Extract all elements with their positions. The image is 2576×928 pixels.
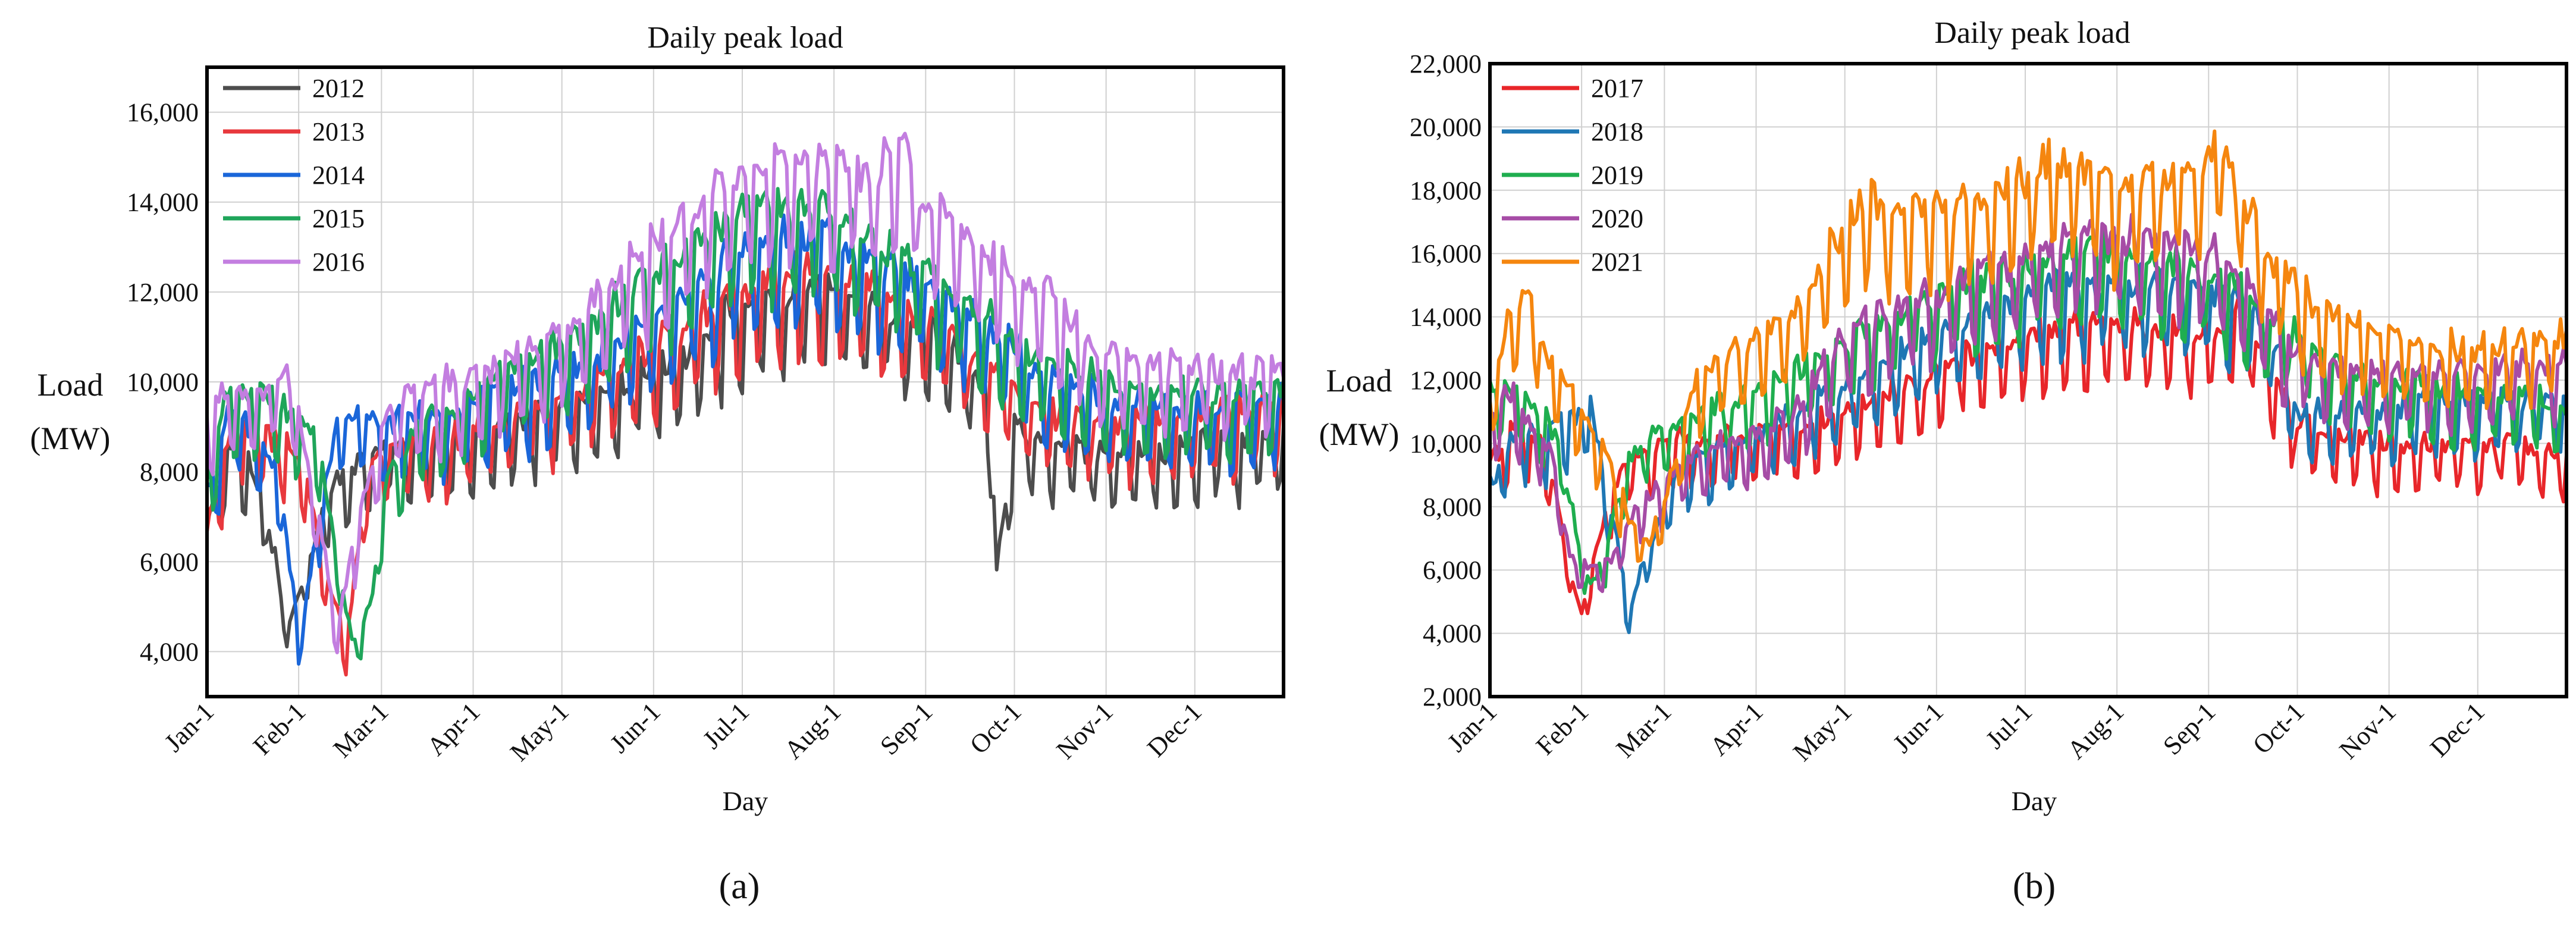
chart-b-xtick-label: May-1 <box>1787 697 1858 767</box>
chart-b-ytick-label: 22,000 <box>1410 49 1482 79</box>
chart-b-legend-label-2018: 2018 <box>1591 117 1643 146</box>
chart-a-ytick-label: 16,000 <box>127 98 199 127</box>
chart-a-legend-label-2016: 2016 <box>312 247 365 277</box>
chart-a-series-2012 <box>205 272 1285 649</box>
chart-a-xtick-label: May-1 <box>504 697 575 767</box>
chart-b-xtick-label: Nov-1 <box>2334 697 2402 764</box>
chart-a-xtick-label: Sep-1 <box>874 697 938 760</box>
chart-b-series-2021 <box>1488 129 2568 563</box>
chart-a-legend-label-2014: 2014 <box>312 161 365 190</box>
chart-a-ylabel-line1: Load <box>37 367 103 403</box>
chart-a-ytick-label: 12,000 <box>127 278 199 307</box>
chart-b-legend-label-2020: 2020 <box>1591 204 1643 233</box>
chart-b-xtick-label: Sep-1 <box>2157 697 2221 760</box>
chart-b-xtick-label: Dec-1 <box>2424 697 2490 763</box>
chart-a-xtick-label: Feb-1 <box>247 697 311 760</box>
chart-b-xtick-label: Jun-1 <box>1887 697 1949 758</box>
chart-b-legend-label-2019: 2019 <box>1591 161 1643 190</box>
chart-b-ylabel-line1: Load <box>1326 363 1392 399</box>
chart-a-ytick-label: 4,000 <box>140 637 199 666</box>
chart-a-ytick-label: 10,000 <box>127 368 199 397</box>
chart-b-legend-label-2021: 2021 <box>1591 247 1643 277</box>
chart-b-ylabel-line2: (MW) <box>1319 416 1400 452</box>
chart-b-xtick-label: Jul-1 <box>1980 697 2038 754</box>
panel-label-b: (b) <box>2013 866 2056 907</box>
chart-a-xtick-label: Apr-1 <box>421 697 485 761</box>
chart-b-legend: 2017 2018 2019 2020 2021 <box>1502 74 1643 277</box>
chart-a-ytick-label: 14,000 <box>127 188 199 217</box>
chart-b-xtick-label: Mar-1 <box>1611 697 1677 763</box>
chart-a-ytick-label: 6,000 <box>140 547 199 576</box>
chart-a-gridlines <box>207 67 1284 697</box>
chart-b-series-lines <box>1488 129 2568 634</box>
chart-a-ylabel-line2: (MW) <box>30 421 111 456</box>
chart-b-ytick-label: 8,000 <box>1423 493 1482 522</box>
chart-b-ytick-label: 4,000 <box>1423 619 1482 648</box>
chart-b-ytick-label: 20,000 <box>1410 112 1482 142</box>
chart-a-xtick-label: Dec-1 <box>1141 697 1207 763</box>
chart-b-ytick-label: 6,000 <box>1423 556 1482 585</box>
chart-a-title: Daily peak load <box>647 21 843 55</box>
chart-b-xlabel: Day <box>2012 786 2057 816</box>
chart-a-x-ticks: Jan-1 Feb-1 Mar-1 Apr-1 May-1 Jun-1 Jul-1 Aug-1… <box>159 697 1207 767</box>
chart-b-y-ticks: 2,000 4,000 6,000 8,000 10,000 12,000 14,000 16… <box>1410 49 1482 711</box>
chart-a-legend-label-2012: 2012 <box>312 74 365 103</box>
chart-a-xtick-label: Mar-1 <box>328 697 394 763</box>
chart-panel-a: Daily peak load 4,000 6,000 8,000 10,000 12,… <box>30 21 1285 907</box>
chart-a-legend-label-2015: 2015 <box>312 204 365 233</box>
chart-a-series-2015 <box>205 187 1285 661</box>
chart-a-legend-label-2013: 2013 <box>312 117 365 146</box>
chart-a-legend: 2012 2013 2014 2015 2016 <box>223 74 365 277</box>
chart-b-x-ticks: Jan-1 Feb-1 Mar-1 Apr-1 May-1 Jun-1 Jul-1 Aug-1… <box>1442 697 2490 767</box>
chart-a-xtick-label: Aug-1 <box>779 697 846 764</box>
chart-b-xtick-label: Feb-1 <box>1530 697 1594 760</box>
chart-b-legend-label-2017: 2017 <box>1591 74 1643 103</box>
chart-b-xtick-label: Aug-1 <box>2062 697 2129 764</box>
chart-panel-b: Daily peak load 2,000 4,000 6,000 8,000 10,0… <box>1319 16 2568 907</box>
chart-b-ytick-label: 14,000 <box>1410 303 1482 332</box>
chart-a-xtick-label: Nov-1 <box>1051 697 1119 764</box>
chart-a-xtick-label: Jun-1 <box>604 697 666 758</box>
chart-a-xtick-label: Oct-1 <box>964 697 1027 759</box>
chart-a-series-lines <box>205 131 1285 677</box>
chart-b-xtick-label: Apr-1 <box>1704 697 1768 761</box>
chart-a-xtick-label: Jan-1 <box>159 697 219 757</box>
chart-b-plot-frame <box>1488 62 2568 698</box>
chart-b-title: Daily peak load <box>1934 16 2130 50</box>
panel-label-a: (a) <box>719 866 760 907</box>
chart-a-xlabel: Day <box>723 786 768 816</box>
chart-a-y-ticks: 4,000 6,000 8,000 10,000 12,000 14,000 16,000 <box>127 98 199 667</box>
chart-b-ytick-label: 2,000 <box>1423 682 1482 711</box>
chart-b-ytick-label: 10,000 <box>1410 429 1482 458</box>
chart-b-ytick-label: 12,000 <box>1410 366 1482 395</box>
chart-b-ytick-label: 18,000 <box>1410 176 1482 205</box>
chart-a-plot-frame <box>205 65 1285 698</box>
chart-b-xtick-label: Oct-1 <box>2247 697 2310 759</box>
chart-a-series-2016 <box>205 131 1285 654</box>
chart-a-xtick-label: Jul-1 <box>697 697 755 754</box>
chart-a-ytick-label: 8,000 <box>140 457 199 487</box>
chart-b-ytick-label: 16,000 <box>1410 239 1482 268</box>
